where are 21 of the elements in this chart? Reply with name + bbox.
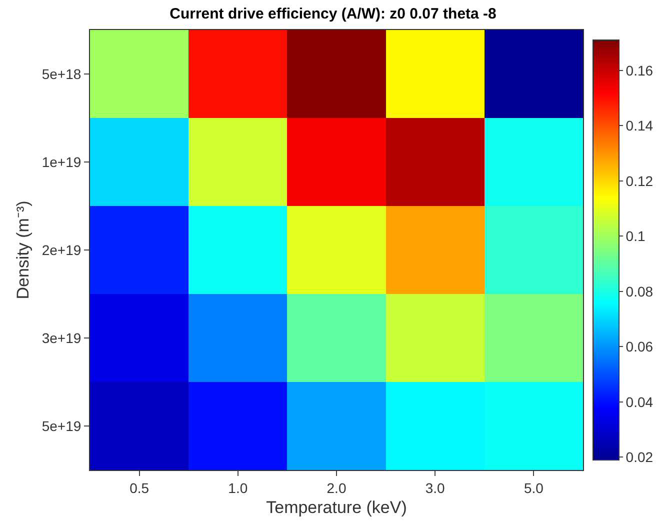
y-tick-label: 5e+18 <box>42 66 82 82</box>
chart-title: Current drive efficiency (A/W): z0 0.07 theta -8 <box>170 5 496 22</box>
color-bar-label: 0.1 <box>626 228 646 244</box>
color-bar-label: 0.04 <box>626 394 654 410</box>
x-tick-label: 3.0 <box>425 480 446 496</box>
y-tick-label: 2e+19 <box>42 242 82 258</box>
x-tick-label: 0.5 <box>130 480 150 496</box>
x-tick-label: 2.0 <box>326 480 346 496</box>
color-bar-label: 0.14 <box>626 118 654 134</box>
x-axis-title: Temperature (keV) <box>266 498 407 518</box>
y-tick-label: 5e+19 <box>42 418 82 434</box>
y-tick-label: 3e+19 <box>42 330 82 346</box>
color-bar-label: 0.06 <box>626 338 654 355</box>
x-tick-label: 5.0 <box>524 480 544 496</box>
y-axis-title: Density (m⁻³) <box>13 200 32 300</box>
x-tick-label: 1.0 <box>228 480 248 496</box>
color-bar-label: 0.08 <box>626 283 654 300</box>
color-bar-label: 0.02 <box>626 449 654 466</box>
y-tick-label: 1e+19 <box>42 154 82 170</box>
color-bar-label: 0.16 <box>626 62 654 78</box>
color-bar-label: 0.12 <box>626 172 654 189</box>
